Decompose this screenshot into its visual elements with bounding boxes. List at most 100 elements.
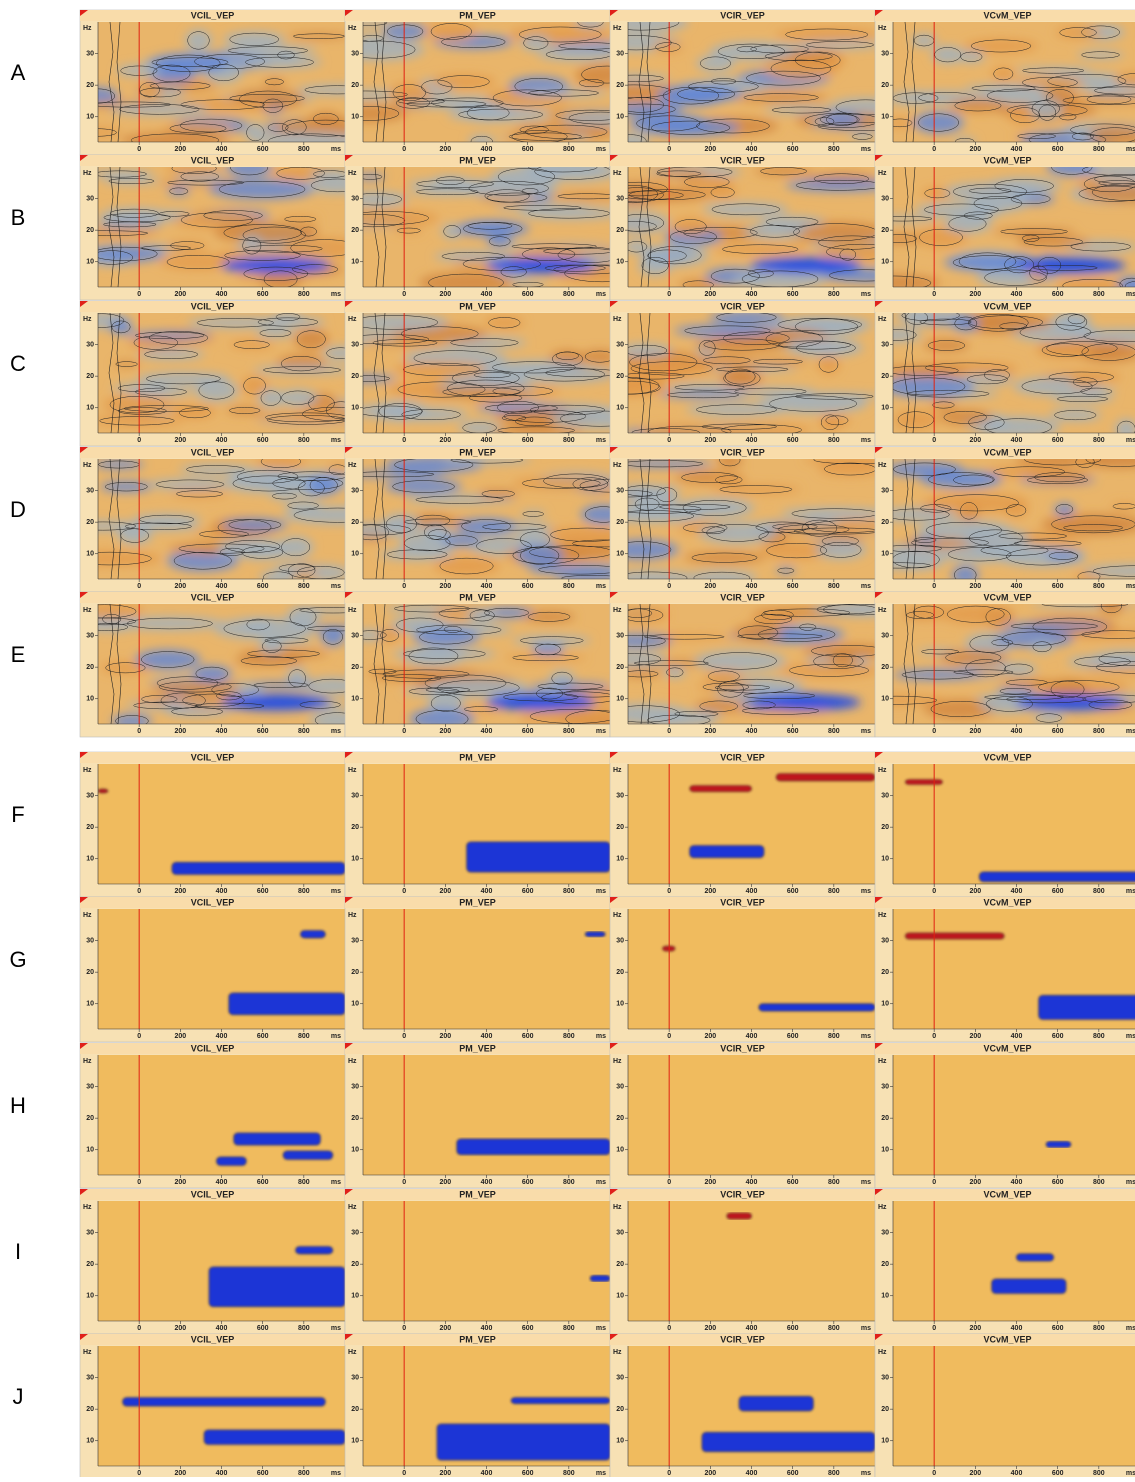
x-tick-label: 800: [298, 1325, 310, 1332]
blob: [363, 104, 407, 123]
contour: [281, 390, 315, 405]
contour: [243, 377, 266, 395]
blob: [709, 313, 784, 324]
contour: [534, 167, 610, 180]
cluster: [171, 862, 345, 875]
y-tick-label: 10: [86, 1293, 94, 1300]
x-tick-label: 200: [439, 146, 451, 153]
x-tick-label: 600: [787, 291, 799, 298]
x-tick-label: 600: [1052, 1033, 1064, 1040]
y-unit: Hz: [878, 1204, 887, 1211]
x-unit: ms: [331, 583, 341, 590]
blob: [247, 681, 316, 689]
contour: [903, 313, 917, 433]
contour: [1059, 113, 1077, 121]
contour: [397, 381, 486, 398]
contour: [777, 567, 795, 574]
contour: [503, 205, 582, 211]
contour: [577, 22, 604, 28]
contour: [293, 507, 345, 523]
corner-mark: [80, 1189, 88, 1195]
x-tick-label: 200: [174, 583, 186, 590]
blob: [394, 227, 424, 234]
contour: [817, 121, 875, 131]
x-tick-label: 800: [298, 146, 310, 153]
blob: [698, 522, 777, 544]
contour: [772, 523, 818, 530]
title-bar: [80, 897, 345, 908]
contour: [108, 604, 122, 724]
contour: [194, 702, 265, 710]
title-bar: [875, 10, 1135, 21]
contour: [111, 320, 131, 334]
contour: [119, 104, 200, 115]
row-label: C: [10, 351, 26, 376]
x-tick-label: 400: [216, 583, 228, 590]
blob: [913, 111, 964, 134]
blob: [697, 355, 757, 365]
x-tick-label: 400: [481, 1325, 493, 1332]
contour: [947, 605, 1005, 623]
contour: [913, 537, 937, 543]
contour: [363, 315, 438, 330]
blob: [931, 45, 965, 64]
corner-mark: [875, 1189, 883, 1195]
x-unit: ms: [331, 146, 341, 153]
contour: [102, 613, 122, 625]
blob: [1016, 236, 1091, 248]
contour: [512, 281, 544, 287]
contour: [1083, 330, 1135, 342]
contour: [363, 213, 406, 228]
blob: [652, 41, 684, 53]
contour: [832, 653, 853, 668]
contour: [984, 694, 1064, 700]
blob: [296, 84, 345, 95]
x-tick-label: 0: [932, 888, 936, 895]
contour: [925, 362, 1009, 373]
y-tick-label: 30: [881, 792, 889, 799]
contour: [1001, 631, 1066, 646]
x-tick-label: 800: [1093, 728, 1105, 735]
clusters: [662, 945, 875, 1012]
blob: [893, 695, 947, 706]
contour: [710, 187, 735, 198]
blob: [962, 373, 1013, 386]
cluster: [758, 1003, 875, 1012]
contour: [1082, 167, 1135, 176]
corner-mark: [610, 752, 618, 758]
blob: [137, 80, 162, 99]
contour: [793, 223, 875, 242]
plot-area: [628, 1346, 875, 1466]
contour: [954, 567, 977, 579]
contour: [771, 106, 832, 114]
contour: [811, 645, 875, 657]
blob: [658, 391, 748, 399]
x-tick-label: 0: [667, 146, 671, 153]
x-tick-label: 600: [1052, 437, 1064, 444]
x-tick-label: 400: [216, 291, 228, 298]
contour: [903, 167, 917, 287]
contour: [820, 541, 862, 558]
y-unit: Hz: [613, 25, 622, 32]
clusters: [436, 1397, 610, 1461]
y-tick-label: 20: [616, 1261, 624, 1268]
y-tick-label: 10: [616, 1147, 624, 1154]
y-tick-label: 10: [616, 1438, 624, 1445]
x-tick-label: 0: [667, 437, 671, 444]
title-bar: [610, 1043, 875, 1054]
x-tick-label: 0: [137, 437, 141, 444]
contour: [628, 74, 664, 82]
x-tick-label: 400: [481, 728, 493, 735]
title-bar: [875, 1043, 1135, 1054]
x-tick-label: 400: [481, 1033, 493, 1040]
contour: [180, 99, 265, 110]
contour: [758, 627, 836, 642]
contour: [568, 111, 610, 125]
contour: [103, 213, 171, 222]
contour: [628, 380, 661, 395]
contour: [179, 407, 211, 419]
contour: [913, 605, 944, 619]
x-tick-label: 0: [667, 1325, 671, 1332]
